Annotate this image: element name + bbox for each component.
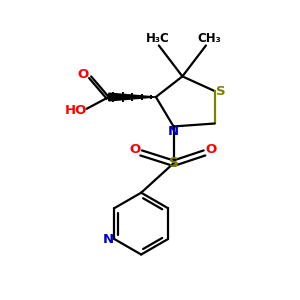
Text: N: N bbox=[168, 125, 179, 138]
Text: S: S bbox=[216, 85, 226, 98]
Text: S: S bbox=[169, 156, 178, 170]
Text: H₃C: H₃C bbox=[146, 32, 169, 46]
Text: HO: HO bbox=[64, 104, 87, 117]
Text: O: O bbox=[205, 143, 217, 157]
Text: N: N bbox=[102, 232, 113, 246]
Text: O: O bbox=[129, 143, 140, 157]
Text: O: O bbox=[77, 68, 88, 81]
Text: CH₃: CH₃ bbox=[197, 32, 221, 46]
Polygon shape bbox=[109, 93, 156, 101]
